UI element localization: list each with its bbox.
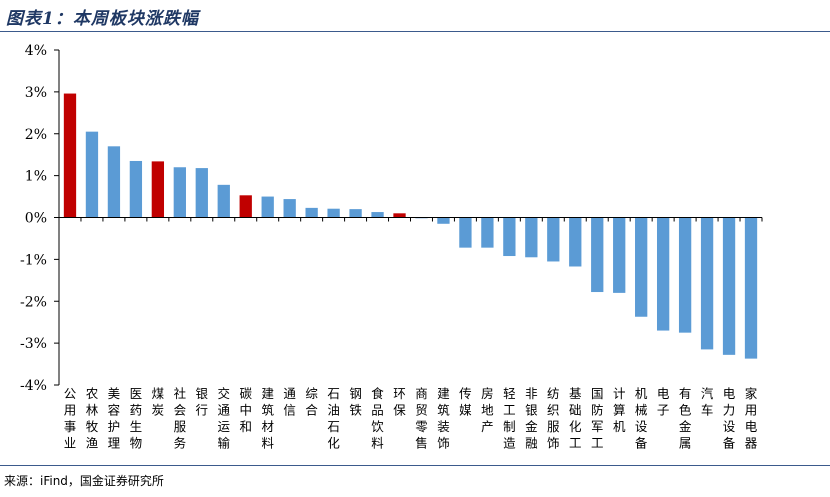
bar-31 [722, 217, 736, 355]
y-tick-label: -3% [20, 336, 47, 352]
figure-title: 图表1：本周板块涨跌幅 [6, 9, 199, 29]
category-label: 煤炭 [152, 386, 165, 418]
bars [63, 93, 758, 359]
bar-18 [437, 217, 450, 224]
category-label: 有色金属 [679, 386, 692, 451]
category-label: 电力设备 [723, 386, 736, 451]
bar-26 [613, 217, 626, 293]
top-rule [0, 31, 830, 32]
category-label: 建筑装饰 [437, 386, 450, 451]
category-label: 纺织服饰 [547, 386, 560, 451]
bar-12 [305, 207, 318, 218]
category-label: 美容护理 [108, 386, 121, 451]
category-label: 通信 [283, 386, 296, 418]
category-label: 计算机 [613, 386, 626, 434]
bar-1 [63, 93, 77, 218]
y-tick-label: 0% [25, 211, 47, 227]
category-label: 汽车 [701, 386, 714, 418]
category-label: 综合 [305, 386, 318, 418]
y-tick-label: -2% [20, 294, 47, 310]
bar-8 [217, 184, 230, 218]
bar-22 [525, 217, 538, 258]
y-tick-label: 4% [25, 43, 47, 59]
bar-6 [173, 167, 186, 218]
y-tick-label: 3% [25, 85, 47, 101]
category-label: 银行 [196, 386, 209, 418]
category-label: 家用电器 [745, 386, 758, 451]
y-tick-label: -4% [20, 378, 47, 394]
bar-15 [371, 212, 384, 218]
category-label: 房地产 [481, 386, 494, 434]
bar-11 [283, 199, 296, 218]
bar-29 [678, 217, 692, 333]
x-axis-labels: 公用事业农林牧渔美容护理医药生物煤炭社会服务银行交通运输碳中和建筑材料通信综合石… [64, 386, 758, 451]
bar-5 [151, 161, 165, 218]
bar-16 [393, 213, 406, 218]
bar-7 [195, 168, 208, 218]
category-label: 交通运输 [218, 386, 231, 451]
category-label: 环保 [393, 386, 406, 418]
bar-chart: -4% -3% -2% -1% 0% 1% 2% 3% 4% 公用事业农林牧渔美容护理医药生物煤… [20, 43, 763, 451]
category-label: 轻工制造 [503, 386, 516, 451]
y-axis: -4% -3% -2% -1% 0% 1% 2% 3% 4% [20, 43, 59, 394]
y-tick-label: 2% [25, 127, 47, 143]
category-label: 非银金融 [525, 386, 538, 451]
bar-2 [85, 131, 99, 218]
bar-9 [239, 195, 252, 218]
category-label: 钢铁 [349, 386, 362, 418]
bar-20 [481, 217, 494, 248]
bar-23 [547, 217, 560, 262]
category-label: 传媒 [459, 386, 472, 418]
category-label: 基础化工 [569, 386, 582, 451]
bar-4 [129, 160, 143, 218]
bar-30 [700, 217, 714, 350]
bar-10 [261, 196, 274, 218]
bar-21 [503, 217, 516, 257]
source-note: 来源：iFind，国金证券研究所 [4, 474, 164, 488]
category-label: 机械设备 [635, 386, 648, 451]
category-label: 商贸零售 [415, 386, 428, 451]
bar-32 [744, 217, 758, 359]
axes [58, 50, 763, 385]
bar-25 [591, 217, 604, 293]
bar-24 [569, 217, 582, 267]
category-label: 公用事业 [64, 386, 77, 451]
bar-27 [635, 217, 648, 317]
y-tick-label: 1% [25, 169, 47, 185]
category-label: 电子 [657, 386, 670, 418]
category-label: 农林牧渔 [86, 386, 99, 451]
category-label: 国防军工 [591, 386, 604, 451]
category-label: 社会服务 [174, 386, 187, 451]
category-label: 石油石化 [327, 386, 340, 451]
y-tick-label: -1% [20, 252, 47, 268]
category-label: 建筑材料 [261, 386, 274, 451]
bar-14 [349, 209, 362, 218]
bar-13 [327, 208, 340, 218]
bar-28 [656, 217, 670, 331]
bar-19 [459, 217, 472, 248]
category-label: 碳中和 [239, 386, 252, 434]
category-label: 医药生物 [130, 386, 143, 451]
category-label: 食品饮料 [371, 386, 384, 451]
bottom-rule [0, 465, 830, 466]
bar-3 [107, 146, 121, 218]
